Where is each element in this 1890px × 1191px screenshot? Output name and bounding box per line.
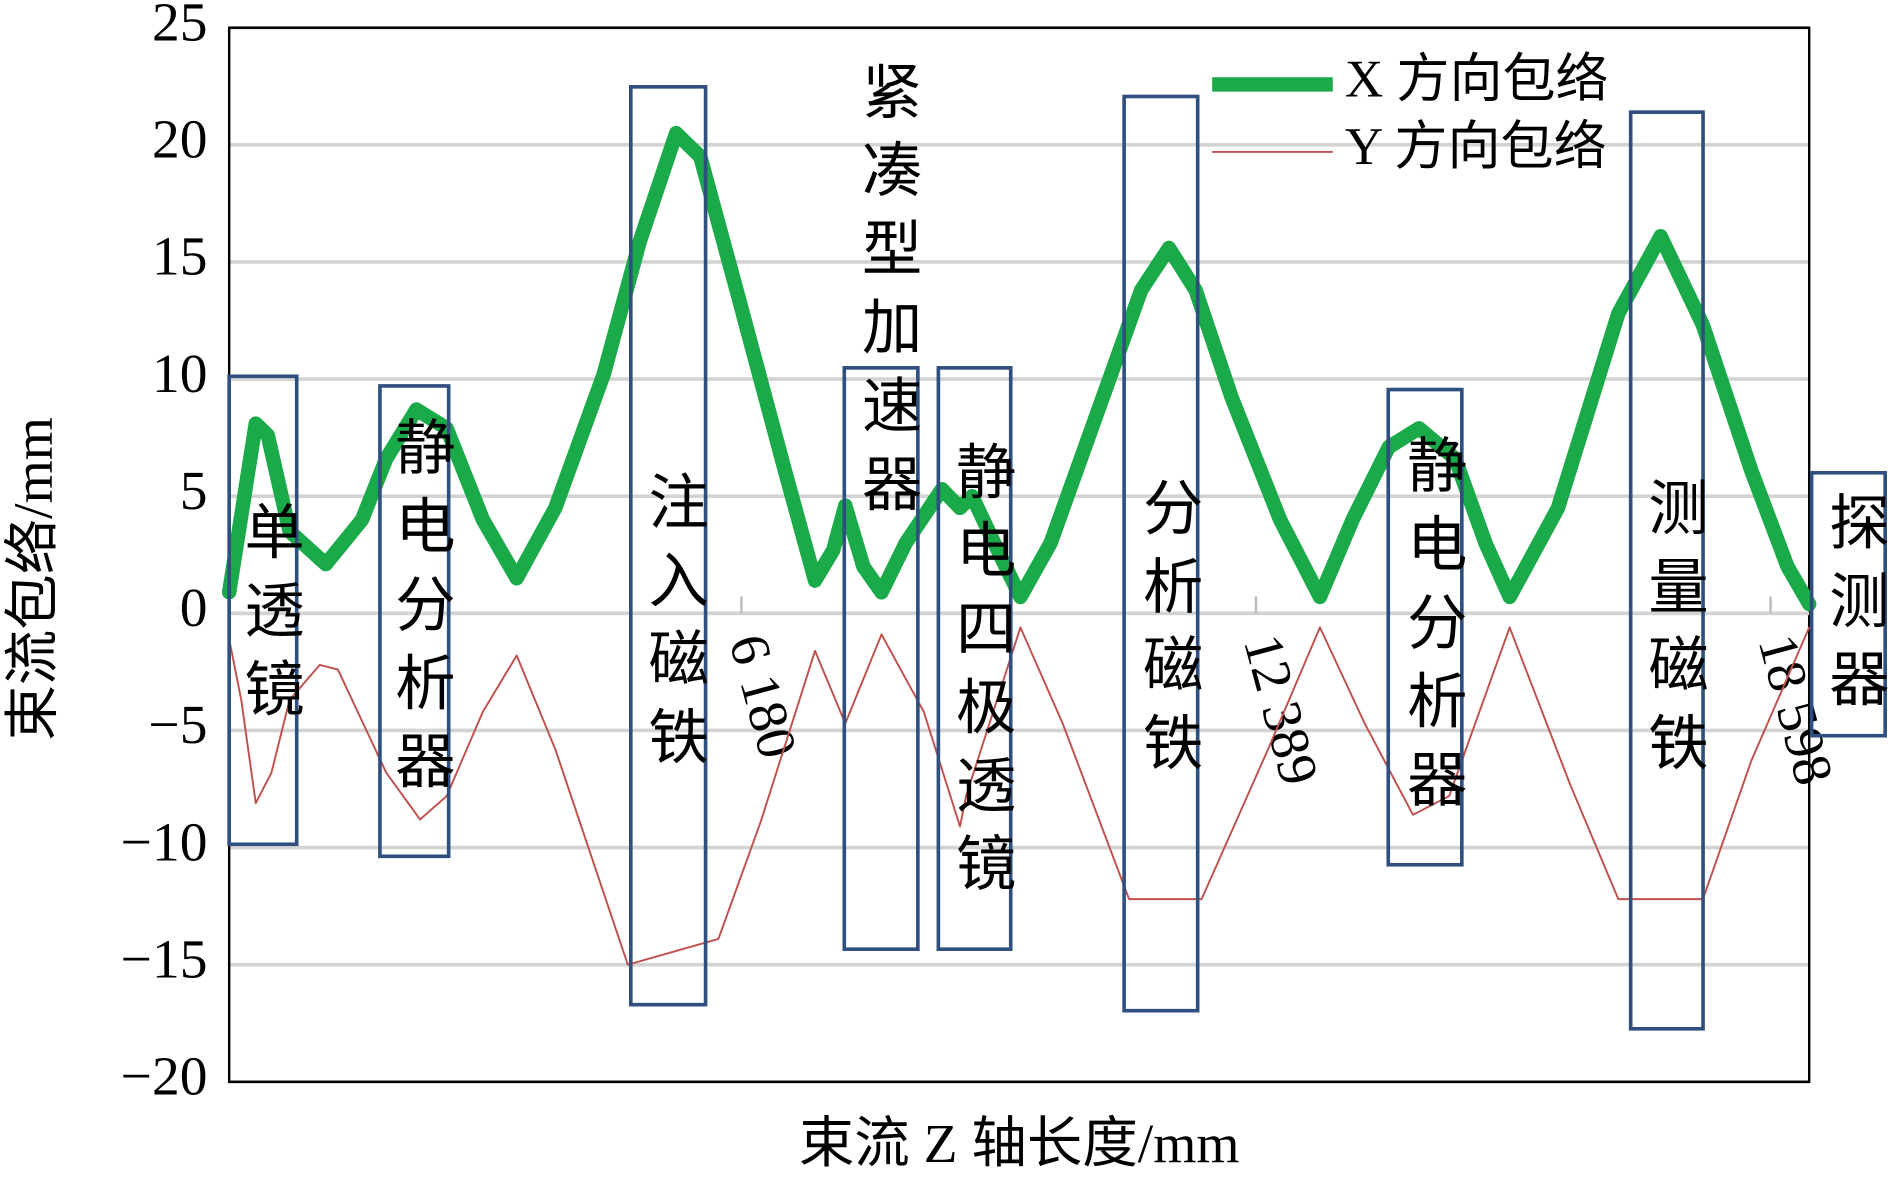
y-tick-label: −10	[121, 812, 208, 873]
annotation: 静电四极透镜	[947, 440, 1015, 910]
legend-label: Y 方向包络	[1345, 118, 1607, 176]
y-tick-label: 25	[152, 0, 207, 53]
annotation: 紧凑型加速器	[853, 60, 921, 530]
y-tick-label: 20	[152, 110, 207, 171]
plot-frame	[227, 26, 1811, 1084]
annotation-box	[1809, 470, 1887, 738]
x-axis-title: 束流 Z 轴长度/mm	[799, 1114, 1240, 1175]
annotation-box	[1386, 387, 1464, 867]
annotation: 测量磁铁	[1639, 476, 1707, 790]
y-tick-label: 0	[180, 578, 208, 639]
y-tick-label: 10	[152, 344, 207, 405]
x-tick-label: 12 389	[1231, 628, 1329, 791]
annotation-box	[936, 366, 1013, 951]
y-tick-label: 15	[152, 227, 207, 288]
annotation-box	[1628, 110, 1705, 1031]
annotation-box	[842, 366, 920, 951]
annotation: 注入磁铁	[639, 470, 707, 784]
annotation-box	[227, 374, 299, 847]
y-tick-label: −15	[121, 929, 208, 990]
y-tick-label: −20	[121, 1047, 208, 1108]
line-series	[228, 626, 1811, 966]
x-tick-label: 6 180	[717, 628, 808, 764]
annotation-box	[628, 85, 708, 1007]
y-tick-label: 5	[180, 461, 208, 522]
line-series	[221, 125, 1817, 612]
annotation: 单透镜	[235, 501, 302, 736]
y-axis-title: 束流包络/mm	[3, 417, 64, 741]
annotation: 静电分析器	[1398, 434, 1466, 826]
annotation: 分析磁铁	[1134, 476, 1202, 790]
annotation-box	[378, 384, 451, 859]
annotation-box	[1122, 94, 1200, 1013]
annotation: 静电分析器	[386, 416, 454, 808]
y-tick-label: −5	[148, 695, 207, 756]
legend-label: X 方向包络	[1345, 51, 1609, 109]
annotation: 探测器	[1820, 491, 1888, 726]
